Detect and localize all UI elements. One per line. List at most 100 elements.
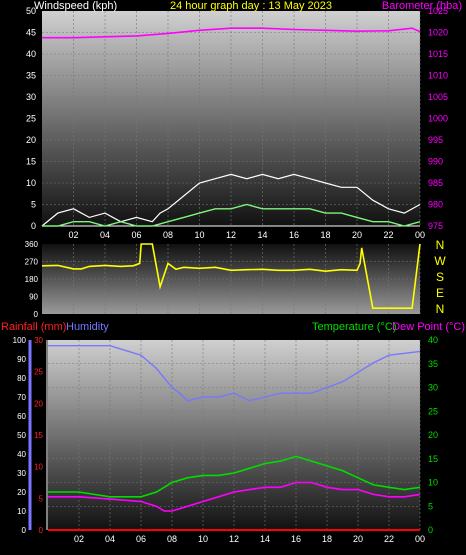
temperature-y-tick: 25 [428,406,438,416]
direction-y-tick: 0 [34,310,39,319]
rainfall-axis-label: Rainfall (mm) [1,321,66,333]
x-tick-label: 18 [320,230,330,240]
wind-y-tick: 10 [26,178,36,188]
temperature-line [48,455,421,498]
x-tick-label: 18 [322,534,332,544]
x-tick-label: 14 [260,534,270,544]
rainfall-y-tick: 20 [34,399,43,408]
compass-label: S [436,270,444,284]
rainfall-y-tick: 30 [34,336,43,345]
temperature-y-tick: 15 [428,454,438,464]
windspeed-axis-label: Windspeed (kph) [34,0,117,12]
compass-label: N [436,238,445,252]
x-tick-label: 14 [257,230,267,240]
humidity-y-tick: 60 [17,412,26,421]
humidity-axis-label: Humidity [66,321,109,333]
wind-average-line [42,203,421,227]
x-tick-label: 06 [131,230,141,240]
baro-y-tick: 975 [428,221,443,231]
humidity-y-tick: 30 [17,469,26,478]
temperature-axis-label: Temperature (°C) [312,321,396,333]
dewpoint-line [48,481,421,512]
temperature-y-tick: 35 [428,359,438,369]
wind-y-tick: 20 [26,135,36,145]
x-tick-label: 04 [105,534,115,544]
humidity-y-tick: 70 [17,393,26,402]
baro-y-tick: 985 [428,178,443,188]
baro-y-tick: 1025 [428,6,448,16]
compass-label: E [436,286,444,300]
wind-y-tick: 30 [26,92,36,102]
x-tick-label: 16 [291,534,301,544]
baro-y-tick: 1020 [428,28,448,38]
x-tick-label: 10 [194,230,204,240]
humidity-y-tick: 50 [17,431,26,440]
x-tick-label: 00 [415,230,425,240]
x-tick-label: 08 [167,534,177,544]
temperature-y-tick: 20 [428,430,438,440]
x-tick-label: 02 [74,534,84,544]
x-tick-label: 04 [100,230,110,240]
x-tick-label: 22 [383,230,393,240]
wind-y-tick: 45 [26,28,36,38]
x-tick-label: 20 [352,230,362,240]
dewpoint-axis-label: Dew Point (°C) [392,321,465,333]
wind-y-tick: 40 [26,49,36,59]
temperature-y-tick: 0 [428,525,433,535]
direction-y-tick: 360 [25,240,39,249]
baro-y-tick: 1000 [428,114,448,124]
temperature-y-tick: 5 [428,501,433,511]
compass-label: W [434,254,446,268]
humidity-y-tick: 0 [22,526,27,535]
rainfall-y-tick: 10 [34,463,43,472]
humidity-y-tick: 20 [17,488,26,497]
direction-y-tick: 270 [25,258,39,267]
wind-gust-line [41,173,421,227]
wind-y-tick: 35 [26,71,36,81]
rainfall-y-tick: 0 [39,526,44,535]
temperature-y-tick: 30 [428,383,438,393]
wind-y-tick: 0 [31,221,36,231]
compass-label: N [436,302,445,316]
direction-y-tick: 180 [25,275,39,284]
baro-y-tick: 995 [428,135,443,145]
x-tick-label: 12 [229,534,239,544]
x-tick-label: 00 [415,534,425,544]
x-tick-label: 10 [198,534,208,544]
x-tick-label: 20 [353,534,363,544]
x-tick-label: 16 [289,230,299,240]
humidity-y-tick: 80 [17,374,26,383]
humidity-line [48,345,421,402]
x-tick-label: 06 [136,534,146,544]
x-tick-label: 12 [226,230,236,240]
rainfall-y-tick: 15 [34,431,43,440]
wind-direction-line [41,243,421,310]
x-tick-label: 08 [163,230,173,240]
rainfall-y-tick: 25 [34,368,43,377]
barometer-line [42,27,421,39]
humidity-y-tick: 100 [13,336,27,345]
wind-y-tick: 50 [26,6,36,16]
x-tick-label: 02 [68,230,78,240]
temperature-y-tick: 40 [428,335,438,345]
baro-y-tick: 980 [428,200,443,210]
wind-y-tick: 5 [31,200,36,210]
baro-y-tick: 1005 [428,92,448,102]
axis-labels: 0510152025303540455097598098599099510001… [13,6,448,544]
baro-y-tick: 1010 [428,71,448,81]
baro-y-tick: 1015 [428,49,448,59]
baro-y-tick: 990 [428,157,443,167]
chart-title: 24 hour graph day : 13 May 2023 [170,0,332,12]
humidity-y-tick: 90 [17,355,26,364]
humidity-y-tick: 10 [17,507,26,516]
temperature-y-tick: 10 [428,478,438,488]
grid-lines [28,11,421,530]
direction-y-tick: 90 [29,293,38,302]
x-tick-label: 22 [384,534,394,544]
humidity-y-tick: 40 [17,450,26,459]
wind-y-tick: 15 [26,157,36,167]
series-lines [41,27,421,531]
wind-y-tick: 25 [26,114,36,124]
barometer-axis-label: Barometer (hba) [382,0,462,12]
